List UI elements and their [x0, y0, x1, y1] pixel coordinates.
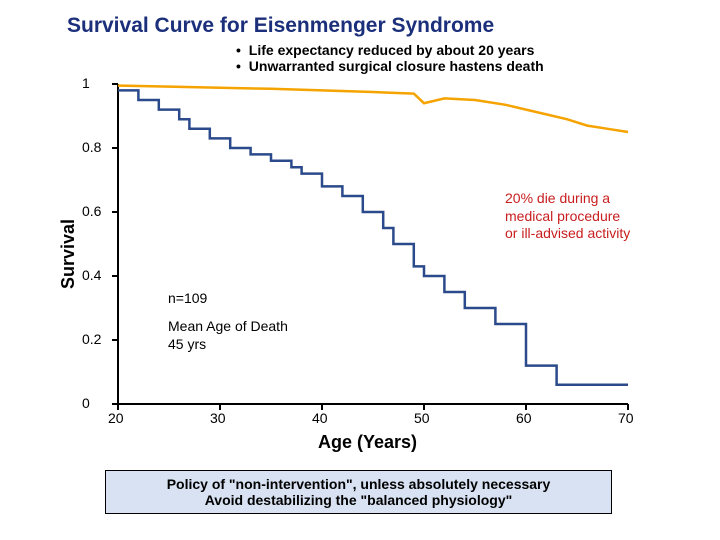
footer-line-0: Policy of "non-intervention", unless abs… [167, 476, 551, 492]
survival-chart [0, 0, 720, 540]
footer-line-1: Avoid destabilizing the "balanced physio… [205, 492, 513, 508]
series-general-population [118, 86, 628, 132]
series-eisenmenger [118, 90, 628, 384]
footer-box: Policy of "non-intervention", unless abs… [105, 470, 612, 514]
